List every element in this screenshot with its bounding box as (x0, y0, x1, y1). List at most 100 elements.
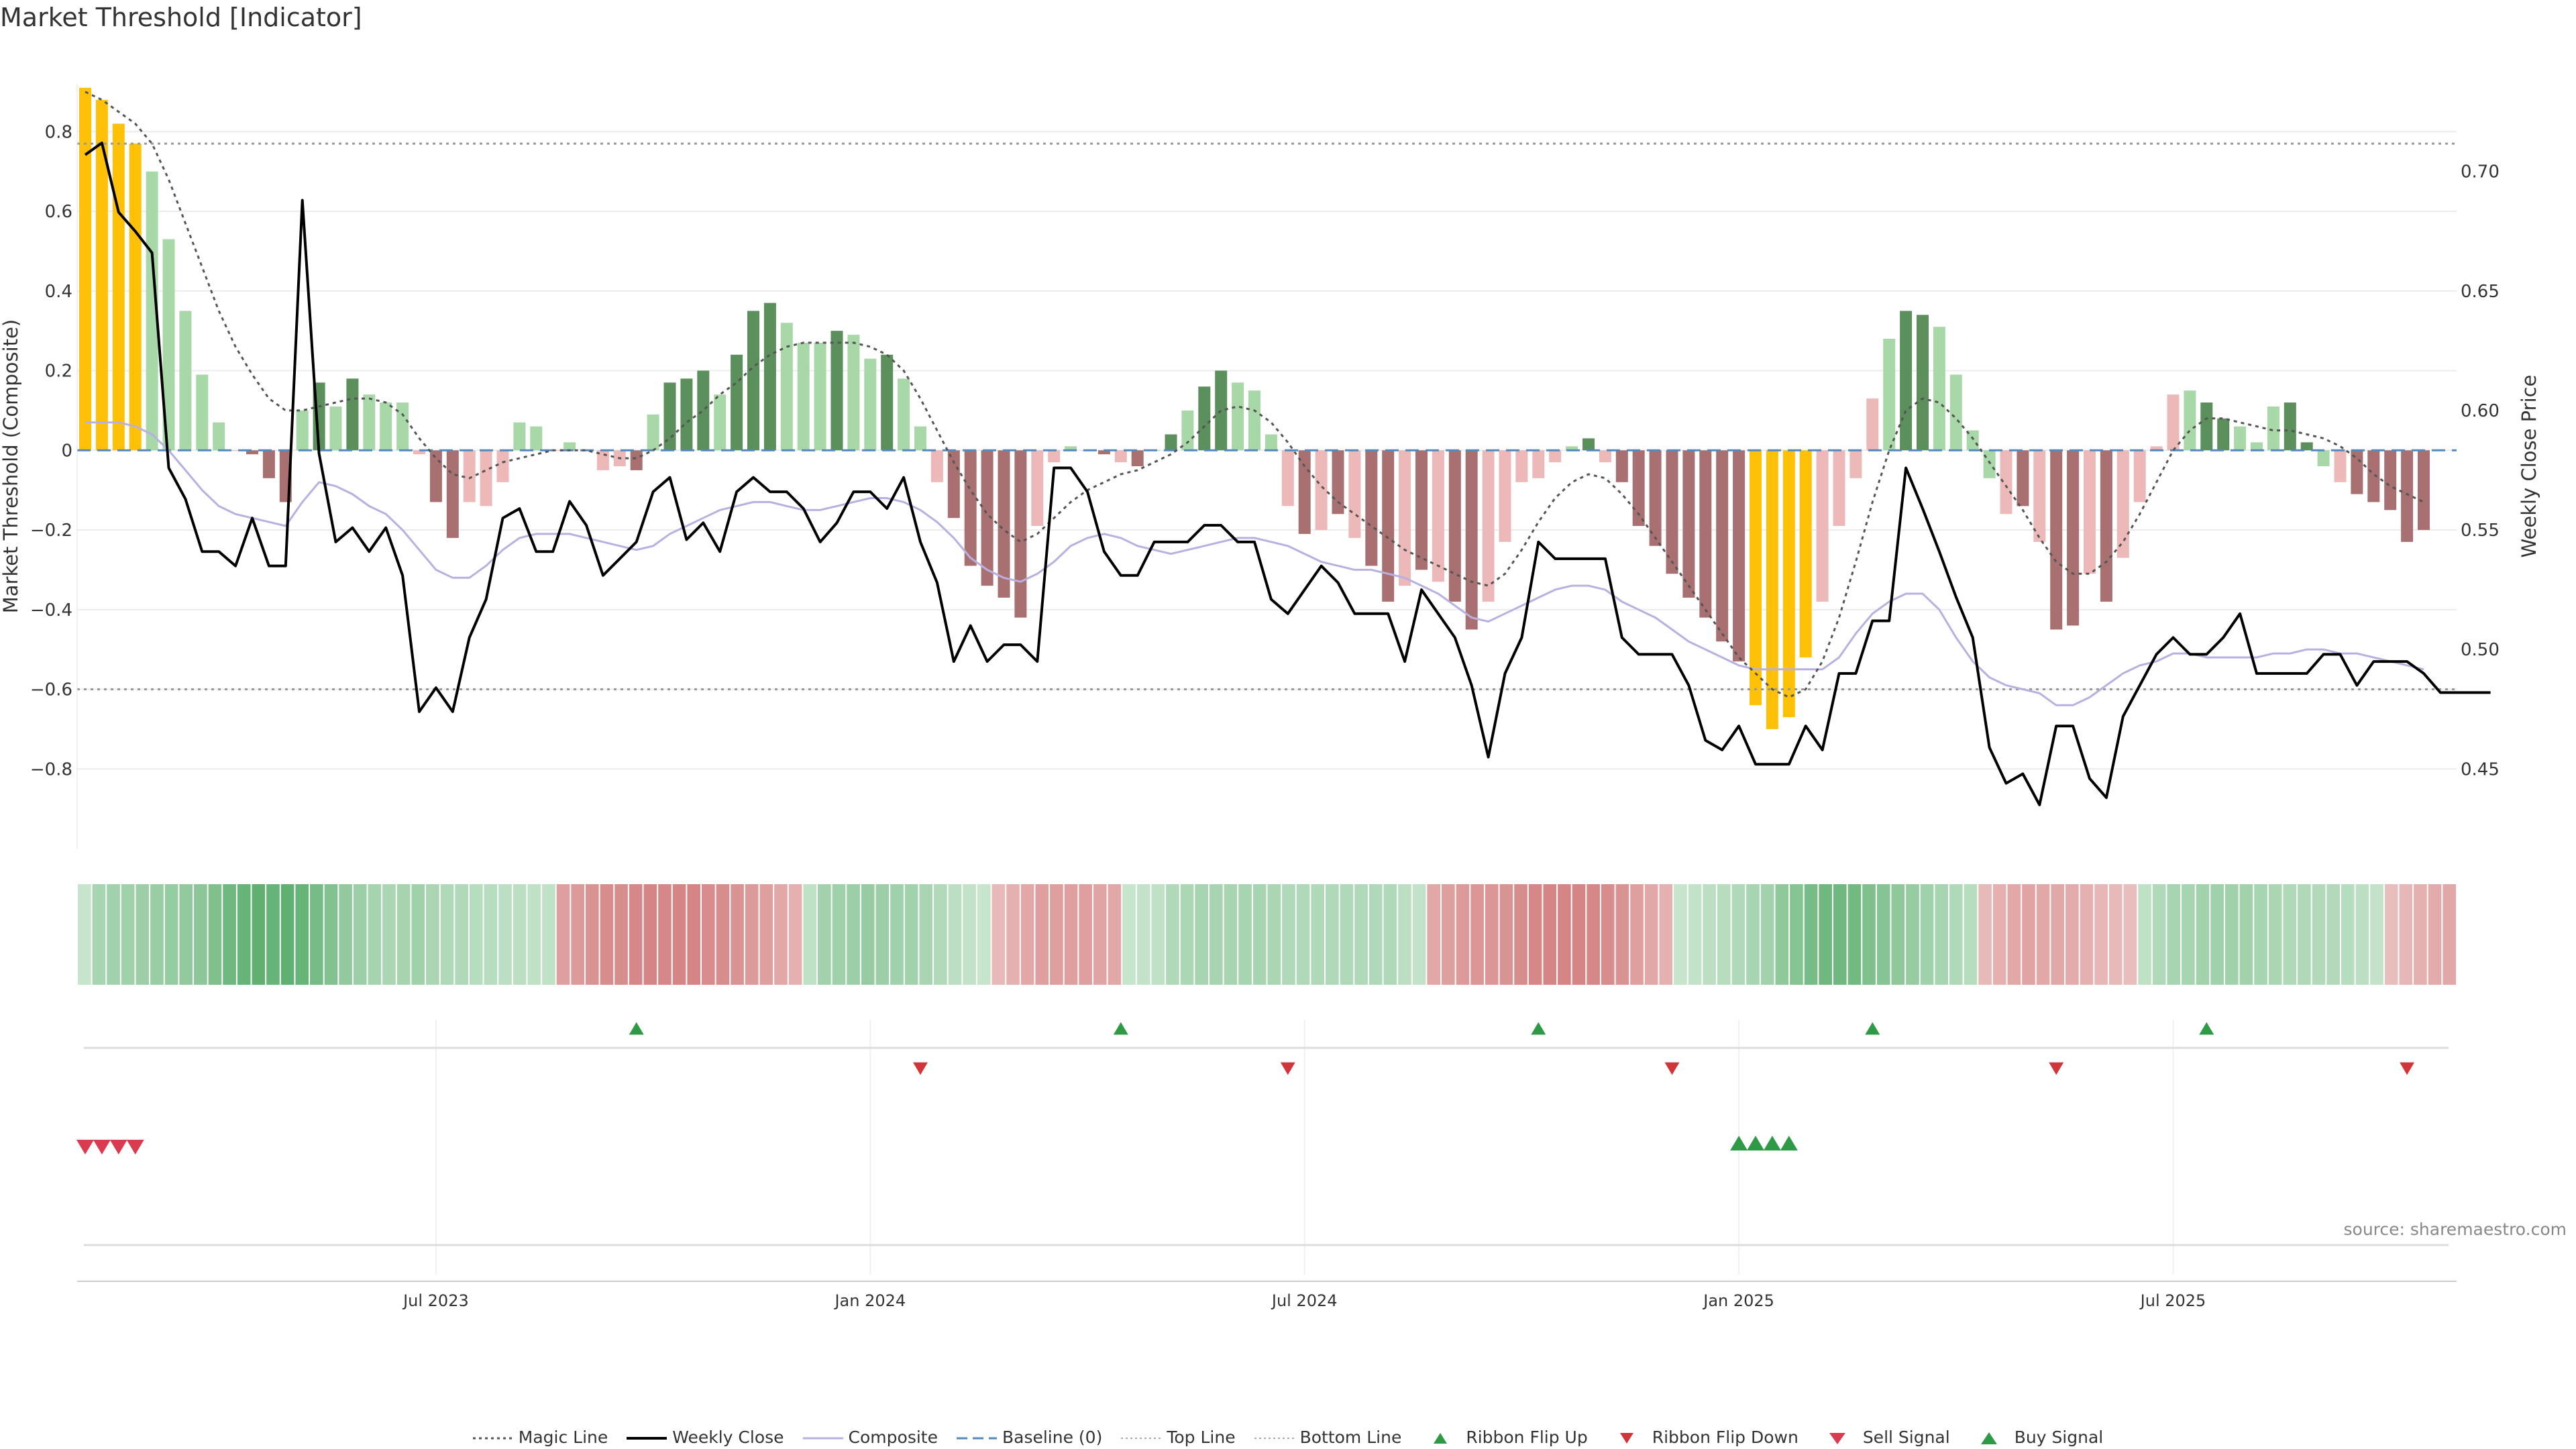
composite-bar (530, 426, 543, 451)
ribbon-cell (1949, 884, 1963, 985)
buy-signal-marker (1730, 1135, 1748, 1151)
ribbon-cell (1659, 884, 1673, 985)
ribbon-cell (1326, 884, 1339, 985)
ribbon-cell (194, 884, 207, 985)
ribbon-cell (295, 884, 309, 985)
composite-bar (1315, 450, 1328, 530)
ribbon-cell (1050, 884, 1063, 985)
composite-bar (747, 311, 759, 451)
composite-bar (129, 144, 142, 451)
ribbon-cell (1238, 884, 1252, 985)
composite-bar (1649, 450, 1662, 546)
composite-bar (1782, 450, 1795, 718)
ribbon-cell (2196, 884, 2210, 985)
y-tick-label: 0.6 (45, 202, 72, 222)
ribbon-cell (1804, 884, 1818, 985)
triangle-up-icon (1434, 1432, 1448, 1444)
ribbon-cell (2094, 884, 2108, 985)
ribbon-cell (643, 884, 657, 985)
y-tick-label: −0.4 (30, 600, 72, 621)
composite-bar (847, 335, 860, 451)
ribbon-cell (455, 884, 468, 985)
y-tick-label: −0.8 (30, 759, 72, 780)
ribbon-cell (1470, 884, 1484, 985)
ribbon-cell (1035, 884, 1049, 985)
legend-label: Top Line (1167, 1427, 1236, 1447)
ribbon-cell (2224, 884, 2239, 985)
composite-bar (1265, 434, 1277, 451)
ribbon-cell (1528, 884, 1542, 985)
ribbon-cell (1180, 884, 1194, 985)
ribbon-cell (2051, 884, 2065, 985)
ribbon-cell (179, 884, 193, 985)
ribbon-cell (1383, 884, 1397, 985)
ribbon-cell (2254, 884, 2267, 985)
ribbon-cell (1340, 884, 1354, 985)
ribbon-cell (1543, 884, 1557, 985)
ribbon-cell (1717, 884, 1731, 985)
ribbon-cell (1499, 884, 1513, 985)
composite-bar (213, 422, 225, 451)
composite-bar (95, 99, 108, 451)
composite-bar (697, 370, 710, 451)
composite-bar (630, 450, 643, 470)
composite-bar (2084, 450, 2096, 574)
composite-bar (1181, 410, 1194, 451)
ribbon-cell (1006, 884, 1020, 985)
ribbon-flip-up-marker (629, 1022, 644, 1035)
ribbon-cell (1020, 884, 1034, 985)
composite-bar (2200, 402, 2213, 451)
composite-bar (446, 450, 459, 538)
ribbon-cell (324, 884, 338, 985)
composite-bar (763, 303, 776, 451)
legend-label: Magic Line (518, 1427, 608, 1447)
ribbon-cell (2326, 884, 2340, 985)
ribbon-cell (2283, 884, 2297, 985)
ribbon-cell (107, 884, 120, 985)
y-right-tick-label: 0.50 (2461, 640, 2500, 660)
legend-item: Ribbon Flip Up (1420, 1428, 1588, 1447)
legend-label: Ribbon Flip Down (1652, 1427, 1799, 1447)
composite-bar (1248, 390, 1260, 451)
composite-bar (1750, 450, 1762, 706)
composite-bar (396, 402, 409, 451)
ribbon-cell (1935, 884, 1949, 985)
composite-bar (2284, 402, 2296, 451)
ribbon-cell (1587, 884, 1600, 985)
ribbon-cell (672, 884, 686, 985)
ribbon-cell (527, 884, 541, 985)
ribbon-cell (1819, 884, 1832, 985)
ribbon-cell (92, 884, 106, 985)
composite-bar (1599, 450, 1611, 463)
legend-label: Sell Signal (1862, 1427, 1950, 1447)
ribbon-cell (1790, 884, 1803, 985)
ribbon-cell (1354, 884, 1368, 985)
purple-line-icon (802, 1437, 843, 1439)
ribbon-cell (2370, 884, 2383, 985)
composite-bar (2300, 442, 2313, 451)
solid-line-icon (627, 1436, 667, 1440)
ribbon-cell (368, 884, 382, 985)
source-credit: source: sharemaestro.com (2343, 1220, 2567, 1239)
ribbon-cell (861, 884, 875, 985)
composite-bar (2317, 450, 2330, 466)
ribbon-cell (1644, 884, 1658, 985)
composite-bar (981, 450, 994, 586)
composite-bar (1097, 450, 1110, 455)
ribbon-cell (2312, 884, 2326, 985)
composite-bar (1482, 450, 1495, 602)
ribbon-cell (2108, 884, 2123, 985)
ribbon-cell (1964, 884, 1978, 985)
composite-bar (2418, 450, 2430, 530)
composite-bar (1699, 450, 1712, 618)
composite-bar (2150, 446, 2163, 451)
ribbon-cell (1862, 884, 1876, 985)
composite-bar (714, 394, 727, 451)
composite-bar (663, 382, 676, 451)
ribbon-cell (1847, 884, 1862, 985)
y-axis-label: Market Threshold (Composite) (0, 319, 22, 613)
composite-bar (864, 358, 877, 451)
ribbon-cell (2007, 884, 2021, 985)
composite-bar (2050, 450, 2063, 630)
weekly-close-line (84, 142, 2491, 806)
